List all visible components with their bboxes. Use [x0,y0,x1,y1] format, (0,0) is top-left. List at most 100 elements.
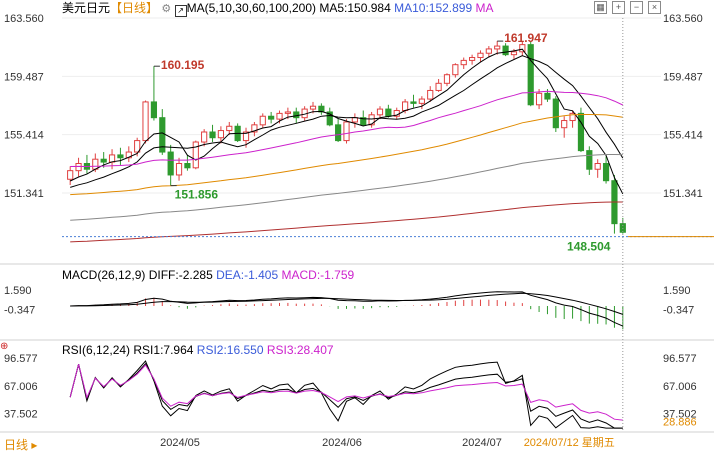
candle-body [67,170,74,180]
candle-body [209,131,216,139]
candle-body [201,131,208,143]
candle-body [309,105,317,110]
macd-tick-label-right: -0.347 [663,304,694,316]
candle-body [326,111,333,126]
ma-title: MA(5,10,30,60,100,200) [186,1,317,15]
macd-value-label: MACD:-1.759 [281,268,355,282]
symbol-name: 美元日元 [62,1,111,15]
crosshair-icon[interactable]: ⊕ [0,341,9,352]
plus-icon[interactable]: + [612,1,625,14]
period-tag[interactable]: 【日线】 [110,1,159,15]
rsi-tick-label-right: 37.502 [663,409,697,421]
candle-body [502,45,509,56]
close-icon[interactable]: × [648,1,661,14]
header-bar: 美元日元【日线】 ⚙ ↗ MA(5,10,30,60,100,200) MA5:1… [62,1,494,17]
rsi-tick-label-left: 37.502 [4,409,38,421]
high-price-label: 160.195 [161,58,205,72]
ma60-line [70,114,623,196]
candle-body [125,151,132,159]
candle-body [602,163,610,182]
candle-body [569,112,576,122]
minus-icon[interactable]: − [630,1,643,14]
ma5-line [69,48,624,195]
candle-body [577,112,585,152]
candle-body [217,130,224,139]
candle-body [527,44,534,106]
candle-body [167,151,174,176]
macd-dea-line [70,292,623,315]
candle-body [75,163,82,172]
macd-tick-label-right: 1.590 [663,285,691,297]
ma100-line [70,154,623,221]
candle-body [184,163,191,169]
ma200-line [70,201,623,243]
macd-diff-line [70,291,624,327]
rsi3-label: RSI3:28.407 [266,343,334,357]
candle-body [410,101,417,104]
peak-price-label: 161.947 [504,31,548,45]
candle-body [535,92,543,106]
macd-tick-label-left: 1.590 [4,285,32,297]
candle-body [586,150,593,170]
candle-body [100,158,107,163]
candle-body [242,131,250,142]
ma30-line [70,90,624,168]
period-button[interactable]: 日线 ▸ [4,436,37,453]
candle-body [284,111,291,114]
candle-body [561,120,568,129]
price-tick-label-left: 159.487 [4,71,44,83]
ma5-label: MA5:150.984 [319,1,391,15]
rsi3-line [69,364,623,421]
candle-body [276,112,283,120]
candle-body [108,154,116,163]
candle-body [175,163,183,176]
cursor-date-label: 2024/07/12 星期五 [524,436,615,449]
rsi-tick-label-left: 96.577 [4,353,38,365]
candle-body [134,140,141,153]
rsi1-line [69,360,623,429]
candle-body [251,124,258,133]
ma-toggle-icon[interactable]: ↗ [174,5,187,17]
ma-extra-label: MA [475,1,494,15]
ma10-line [70,55,624,188]
rsi-tick-label-right: 96.577 [663,353,697,365]
candle-body [159,117,166,153]
candle-body [268,115,275,120]
candle-body [494,45,501,50]
ma10-label: MA10:152.899 [394,1,473,15]
price-tick-label-right: 163.560 [663,13,703,25]
rsi-header: RSI(6,12,24) RSI1:7.964 RSI2:16.550 RSI3… [62,343,334,357]
candle-body [226,125,233,132]
candle-body [469,57,476,61]
candle-body [460,59,467,66]
rsi-tick-label-right: 67.006 [663,381,697,393]
candle-body [343,121,350,142]
grid-icon[interactable]: ▦ [594,1,607,14]
candle-body [259,115,266,126]
candle-body [318,105,325,113]
candle-body [293,111,300,119]
candle-body [351,117,358,123]
candle-body [117,154,124,159]
candle-body [427,89,434,100]
rsi-title: RSI(6,12,24) [62,343,131,357]
candle-body [477,52,484,59]
macd-diff-label: DIFF:-2.285 [148,268,213,282]
rsi2-line [69,362,623,429]
rsi-last-label: 28.886 [663,417,697,429]
price-tick-label-right: 159.487 [663,71,703,83]
rsi-tick-label-left: 67.006 [4,381,38,393]
candle-body [376,108,384,116]
macd-dea-label: DEA:-1.405 [216,268,279,282]
candle-body [443,74,451,84]
candle-body [150,101,158,119]
settings-icon[interactable]: ⚙ [161,3,172,15]
candle-body [619,223,626,233]
candle-body [360,117,367,126]
macd-header: MACD(26,12,9) DIFF:-2.285 DEA:-1.405 MAC… [62,268,354,282]
candle-body [385,108,392,117]
candle-body [552,98,559,129]
candle-body [402,101,409,112]
